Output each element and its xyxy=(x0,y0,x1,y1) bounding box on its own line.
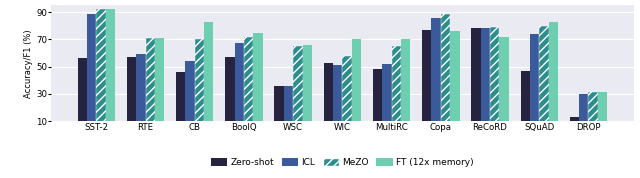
Bar xyxy=(441,14,450,135)
Bar xyxy=(284,86,293,135)
Bar xyxy=(490,27,499,135)
Bar xyxy=(155,38,164,135)
Bar xyxy=(225,57,235,135)
Bar xyxy=(588,92,598,135)
Bar xyxy=(579,94,588,135)
Bar xyxy=(530,34,540,135)
Bar xyxy=(352,39,361,135)
Bar xyxy=(87,14,97,135)
Bar xyxy=(392,46,401,135)
Bar xyxy=(373,69,382,135)
Bar xyxy=(401,39,410,135)
Bar xyxy=(570,117,579,135)
Bar xyxy=(136,54,145,135)
Bar xyxy=(422,30,431,135)
Bar xyxy=(499,37,509,135)
Bar xyxy=(97,9,106,135)
Bar xyxy=(176,72,186,135)
Bar xyxy=(333,65,342,135)
Bar xyxy=(253,33,262,135)
Bar xyxy=(244,37,253,135)
Bar xyxy=(471,28,481,135)
Bar xyxy=(77,58,87,135)
Bar xyxy=(293,46,303,135)
Bar xyxy=(275,86,284,135)
Bar xyxy=(145,38,155,135)
Bar xyxy=(342,56,352,135)
Bar xyxy=(324,62,333,135)
Bar xyxy=(520,71,530,135)
Bar xyxy=(450,31,460,135)
Bar xyxy=(598,92,607,135)
Bar xyxy=(303,45,312,135)
Bar xyxy=(431,18,441,135)
Bar xyxy=(127,57,136,135)
Y-axis label: Accuracy/F1 (%): Accuracy/F1 (%) xyxy=(24,29,33,98)
Bar xyxy=(195,39,204,135)
Bar xyxy=(382,64,392,135)
Bar xyxy=(204,22,214,135)
Bar xyxy=(540,26,548,135)
Legend: Zero-shot, ICL, MeZO, FT (12x memory): Zero-shot, ICL, MeZO, FT (12x memory) xyxy=(211,158,474,167)
Bar xyxy=(106,9,115,135)
Bar xyxy=(235,43,244,135)
Bar xyxy=(481,28,490,135)
Bar xyxy=(186,61,195,135)
Bar xyxy=(548,22,558,135)
